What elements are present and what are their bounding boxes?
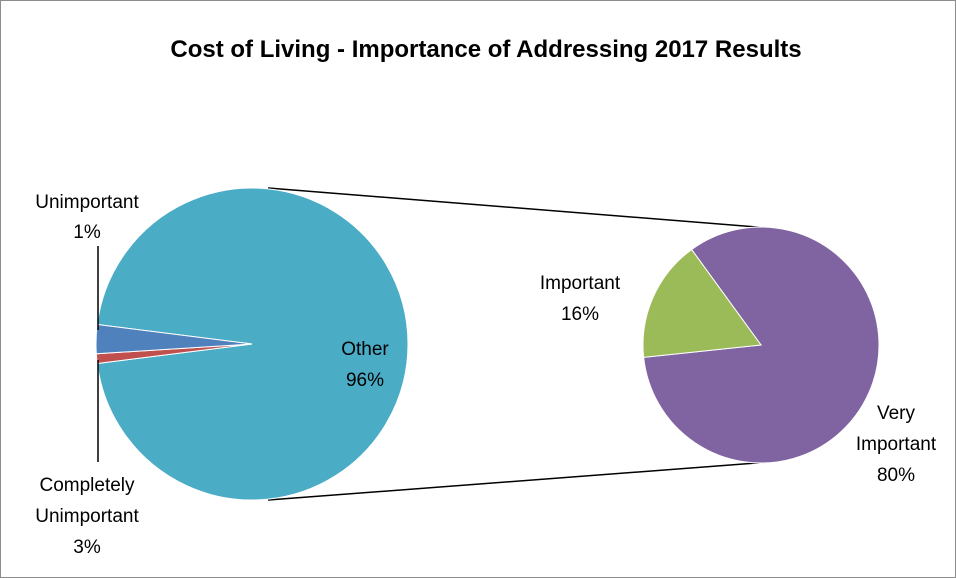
data-label-important-name: Important <box>540 273 621 294</box>
data-label-very-important-line2: Important <box>856 434 937 455</box>
connector-line-bottom <box>267 461 771 501</box>
data-label-very-important-pct: 80% <box>877 465 915 486</box>
data-label-completely-unimportant-line2: Unimportant <box>35 506 139 527</box>
data-label-completely-unimportant-pct: 3% <box>73 537 101 558</box>
data-label-other-pct: 96% <box>346 370 384 391</box>
pie-slice-important <box>642 248 762 358</box>
data-label-completely-unimportant-line1: Completely <box>39 475 135 496</box>
data-label-important-pct: 16% <box>561 304 599 325</box>
data-label-unimportant-name: Unimportant <box>35 192 139 213</box>
connector-line-top <box>267 187 771 229</box>
secondary-pie <box>642 226 880 464</box>
data-label-other-name: Other <box>341 339 389 360</box>
pie-slice-other <box>96 187 409 501</box>
main-pie <box>95 187 409 501</box>
chart-title: Cost of Living - Importance of Addressin… <box>170 36 801 63</box>
data-label-very-important-line1: Very <box>877 403 916 424</box>
pie-slice-completely-unimportant <box>95 323 253 355</box>
data-label-unimportant-pct: 1% <box>73 222 101 243</box>
